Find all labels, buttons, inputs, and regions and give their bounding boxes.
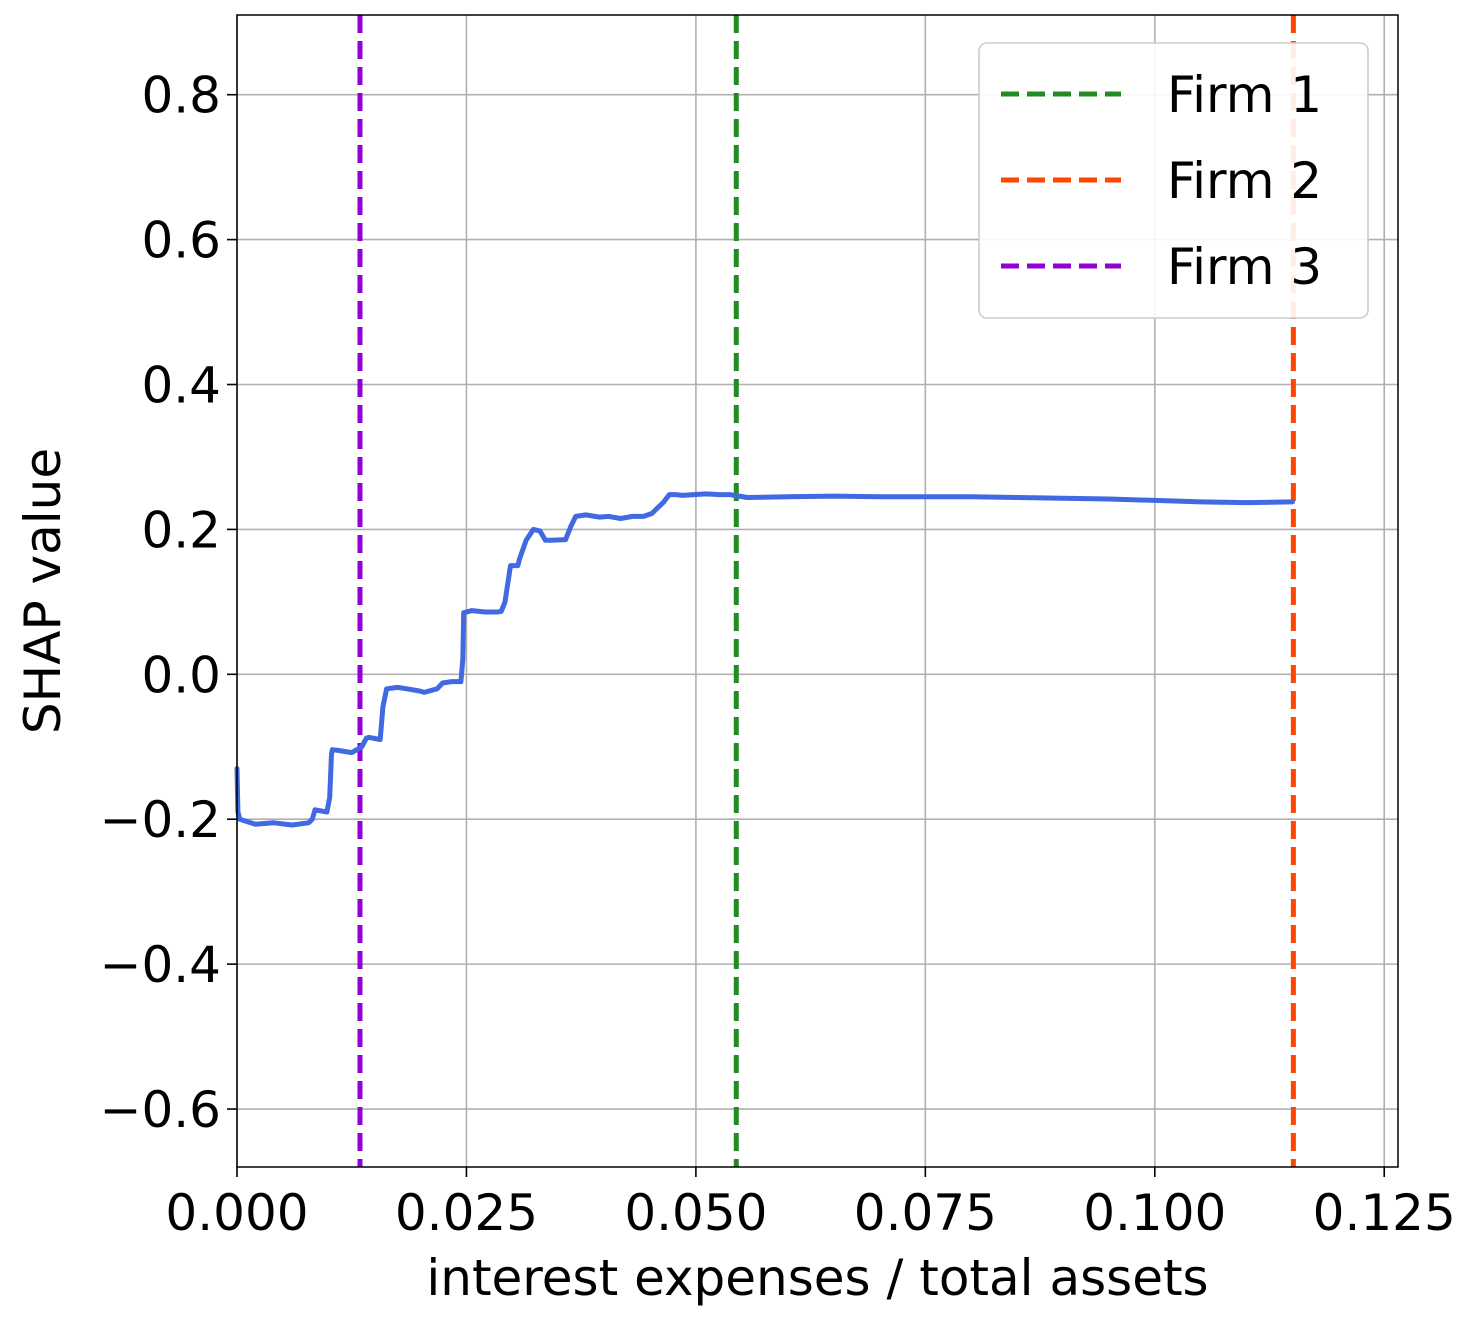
y-tick-label: 0.0 [141, 646, 221, 704]
x-tick-label: 0.125 [1313, 1184, 1456, 1242]
y-tick-label: 0.6 [141, 212, 221, 270]
y-axis-ticks: −0.6 −0.4 −0.2 0.0 0.2 0.4 0.6 0.8 [100, 67, 237, 1139]
x-tick-label: 0.075 [854, 1184, 997, 1242]
plot-frame [236, 14, 1399, 1168]
shap-value-line [234, 491, 1295, 828]
x-axis-ticks: 0.000 0.025 0.050 0.075 0.100 0.125 [165, 1167, 1456, 1242]
x-tick-label: 0.000 [165, 1184, 308, 1242]
legend-label: Firm 2 [1167, 152, 1322, 210]
series-layer [234, 491, 1295, 828]
x-tick-label: 0.025 [395, 1184, 538, 1242]
x-tick-label: 0.050 [624, 1184, 767, 1242]
y-tick-label: 0.2 [141, 501, 221, 559]
legend-box [978, 42, 1369, 319]
legend-label: Firm 1 [1167, 66, 1322, 124]
x-axis-label: interest expenses / total assets [426, 1249, 1208, 1307]
y-tick-label: −0.2 [100, 791, 221, 849]
legend: Firm 1 Firm 2 Firm 3 [978, 42, 1369, 319]
x-tick-label: 0.100 [1083, 1184, 1226, 1242]
y-tick-label: 0.8 [141, 67, 221, 125]
legend-label: Firm 3 [1167, 238, 1322, 296]
y-axis-label: SHAP value [14, 448, 72, 734]
y-tick-label: −0.6 [100, 1081, 221, 1139]
y-tick-label: 0.4 [141, 357, 221, 415]
y-tick-label: −0.4 [100, 936, 221, 994]
